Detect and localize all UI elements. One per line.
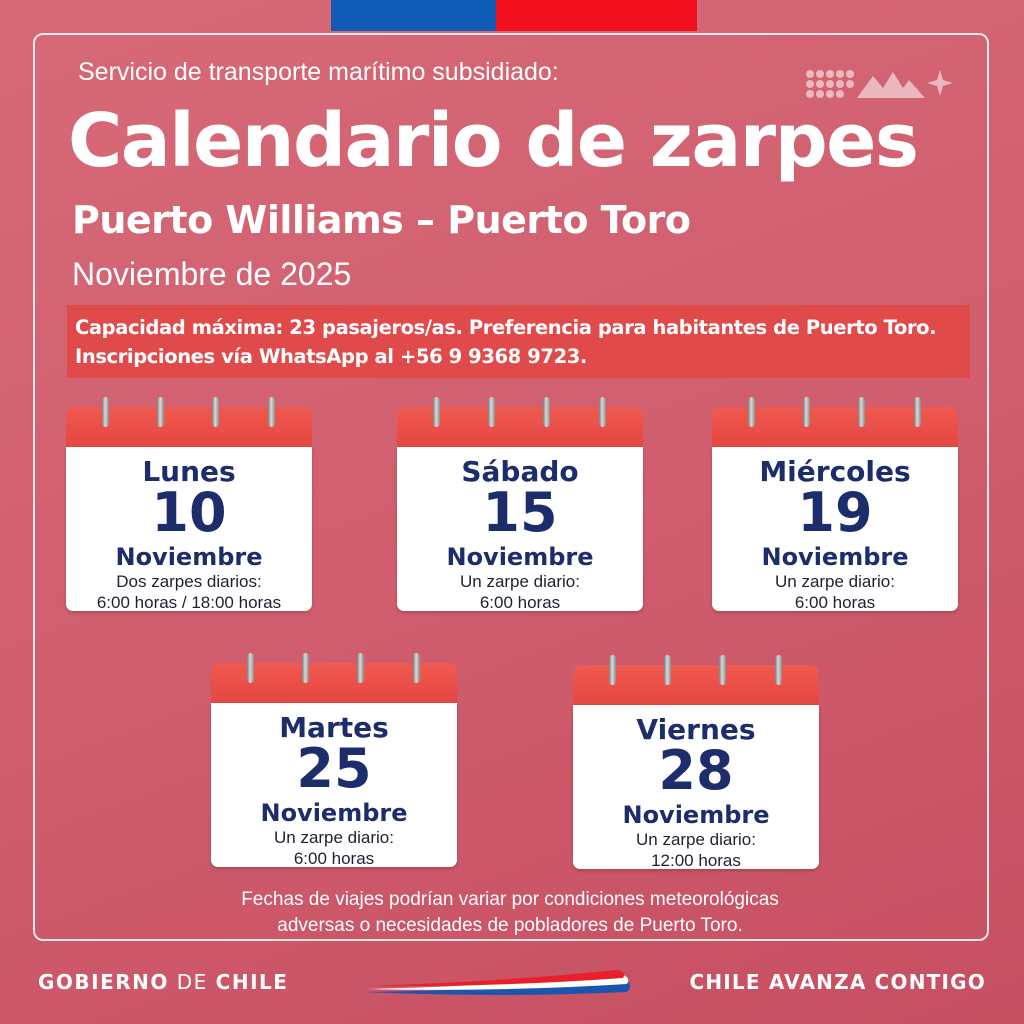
flag-red-stripe [496,0,697,31]
calendar-month: Noviembre [446,543,594,571]
calendar-card: Sábado 15 Noviembre Un zarpe diario: 6:0… [397,397,643,615]
calendar-day-number: 25 [296,737,372,800]
binder-ring-icon [661,655,674,691]
binder-ring-icon [716,655,729,691]
schedule-count: Un zarpe diario: [774,572,895,591]
gobierno-de-chile-logo: GOBIERNO DE CHILE [38,970,288,994]
content-frame [33,33,989,941]
calendar-day-name: Lunes [142,455,236,488]
calendar-schedule: Un zarpe diario: 12:00 horas [573,829,819,871]
binder-ring-icon [299,653,312,689]
calendar-page: Viernes 28 Noviembre Un zarpe diario: 12… [573,705,819,871]
binder-ring-icon [911,397,924,433]
calendar-month: Noviembre [115,543,263,571]
calendar-day-name: Viernes [636,713,756,746]
schedule-count: Un zarpe diario: [635,830,756,849]
calendar-day-number: 10 [151,481,227,544]
slogan: CHILE AVANZA CONTIGO [689,970,986,994]
calendar-day-name: Sábado [461,455,579,488]
binder-ring-icon [354,653,367,689]
binder-ring-icon [745,397,758,433]
binder-ring-icon [855,397,868,433]
route-title: Puerto Williams – Puerto Toro [72,198,691,242]
binder-ring-icon [800,397,813,433]
government-logo-icon [806,70,953,98]
binder-ring-icon [540,397,553,433]
binder-ring-icon [606,655,619,691]
calendar-day-number: 19 [797,481,873,544]
logo-word-gobierno: GOBIERNO [38,970,169,994]
capacity-notice: Capacidad máxima: 23 pasajeros/as. Prefe… [67,305,970,378]
schedule-times: 6:00 horas / 18:00 horas [96,593,282,612]
header-subtitle: Servicio de transporte marítimo subsidia… [78,58,559,86]
calendar-schedule: Un zarpe diario: 6:00 horas [712,571,958,613]
calendar-card: Miércoles 19 Noviembre Un zarpe diario: … [712,397,958,615]
binder-ring-icon [244,653,257,689]
calendar-month: Noviembre [761,543,909,571]
month-label: Noviembre de 2025 [72,256,352,292]
weather-disclaimer: Fechas de viajes podrían variar por cond… [180,887,840,939]
flag-blue-stripe [331,0,496,31]
schedule-count: Un zarpe diario: [273,828,394,847]
schedule-count: Un zarpe diario: [459,572,580,591]
schedule-times: 6:00 horas [794,593,876,612]
logo-word-de: DE [176,970,208,994]
calendar-schedule: Un zarpe diario: 6:00 horas [211,827,457,869]
binder-ring-icon [772,655,785,691]
schedule-count: Dos zarpes diarios: [116,572,262,591]
calendar-schedule: Un zarpe diario: 6:00 horas [397,571,643,613]
binder-ring-icon [410,653,423,689]
binder-ring-icon [485,397,498,433]
calendar-page: Miércoles 19 Noviembre Un zarpe diario: … [712,447,958,613]
binder-ring-icon [430,397,443,433]
calendar-day-name: Miércoles [759,455,911,488]
calendar-day-number: 15 [482,481,558,544]
schedule-times: 12:00 horas [651,851,741,870]
flag-swoosh-icon [365,970,630,995]
notice-line-whatsapp: Inscripciones vía WhatsApp al +56 9 9368… [75,345,587,368]
schedule-times: 6:00 horas [479,593,561,612]
logo-word-chile: CHILE [215,970,289,994]
binder-ring-icon [596,397,609,433]
calendar-month: Noviembre [622,801,770,829]
page-title: Calendario de zarpes [68,98,919,184]
binder-ring-icon [99,397,112,433]
binder-ring-icon [209,397,222,433]
calendar-card: Martes 25 Noviembre Un zarpe diario: 6:0… [211,653,457,871]
calendar-card: Viernes 28 Noviembre Un zarpe diario: 12… [573,655,819,873]
calendar-page: Sábado 15 Noviembre Un zarpe diario: 6:0… [397,447,643,613]
calendar-day-number: 28 [658,739,734,802]
calendar-page: Lunes 10 Noviembre Dos zarpes diarios: 6… [66,447,312,613]
calendar-card: Lunes 10 Noviembre Dos zarpes diarios: 6… [66,397,312,615]
schedule-times: 6:00 horas [293,849,375,868]
disclaimer-line-1: Fechas de viajes podrían variar por cond… [241,889,779,910]
disclaimer-line-2: adversas o necesidades de pobladores de … [277,915,743,936]
calendar-page: Martes 25 Noviembre Un zarpe diario: 6:0… [211,703,457,869]
calendar-day-name: Martes [279,711,389,744]
calendar-month: Noviembre [260,799,408,827]
calendar-schedule: Dos zarpes diarios: 6:00 horas / 18:00 h… [66,571,312,613]
binder-ring-icon [265,397,278,433]
binder-ring-icon [154,397,167,433]
notice-line-capacity: Capacidad máxima: 23 pasajeros/as. Prefe… [75,316,937,339]
